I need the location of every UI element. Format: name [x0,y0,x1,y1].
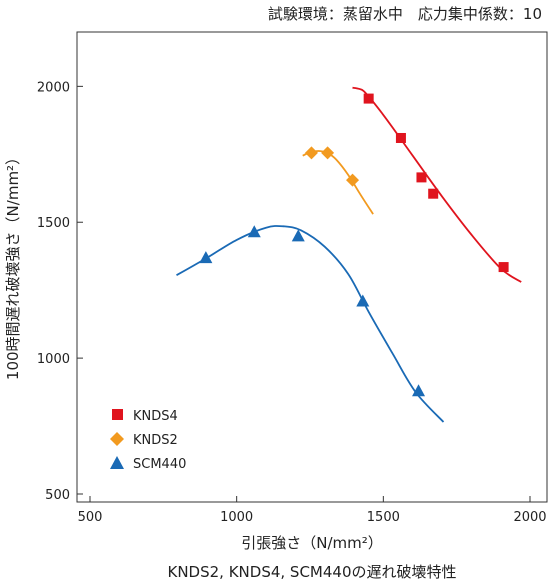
fit-curves [176,86,522,423]
legend-label-scm440: SCM440 [133,457,186,472]
point-knds2 [346,173,360,187]
plot-frame [76,31,548,503]
x-axis-title: 引張強さ（N/mm²） [241,534,383,552]
legend-marker-knds2 [110,432,124,446]
point-knds4 [428,188,439,199]
point-scm440 [356,294,370,307]
y-axis-ticks: 500 1000 1500 2000 [37,80,83,503]
legend: KNDS4 KNDS2 SCM440 [110,409,186,472]
point-knds4 [363,93,374,104]
legend-label-knds2: KNDS2 [133,433,178,448]
point-knds4 [395,132,406,143]
x-tick-label: 500 [78,510,103,525]
point-scm440 [199,251,213,264]
x-tick-label: 2000 [513,510,546,525]
x-tick-label: 1000 [220,510,253,525]
legend-label-knds4: KNDS4 [133,409,178,424]
point-scm440 [291,229,305,242]
point-knds2 [321,146,335,160]
curve-scm440 [176,225,445,423]
point-scm440 [412,384,426,397]
curve-knds4 [352,86,522,283]
y-tick-label: 1000 [37,352,70,367]
data-points [199,93,509,397]
point-knds4 [416,172,427,183]
y-tick-label: 2000 [37,80,70,95]
legend-marker-scm440 [110,456,124,469]
point-scm440 [247,225,261,238]
x-tick-label: 1500 [367,510,400,525]
figure-caption: KNDS2, KNDS4, SCM440の遅れ破壊特性 [168,563,457,581]
point-knds4 [498,262,509,273]
point-knds2 [304,146,318,160]
y-tick-label: 500 [45,488,70,503]
test-condition: 試験環境：蒸留水中 応力集中係数：10 [268,5,542,23]
curve-knds2 [302,150,374,215]
legend-marker-knds4 [112,409,123,420]
y-axis-title: 100時間遅れ破壊強さ（N/mm²） [4,150,22,380]
x-axis-ticks: 500 1000 1500 2000 [78,496,547,525]
y-tick-label: 1500 [37,216,70,231]
